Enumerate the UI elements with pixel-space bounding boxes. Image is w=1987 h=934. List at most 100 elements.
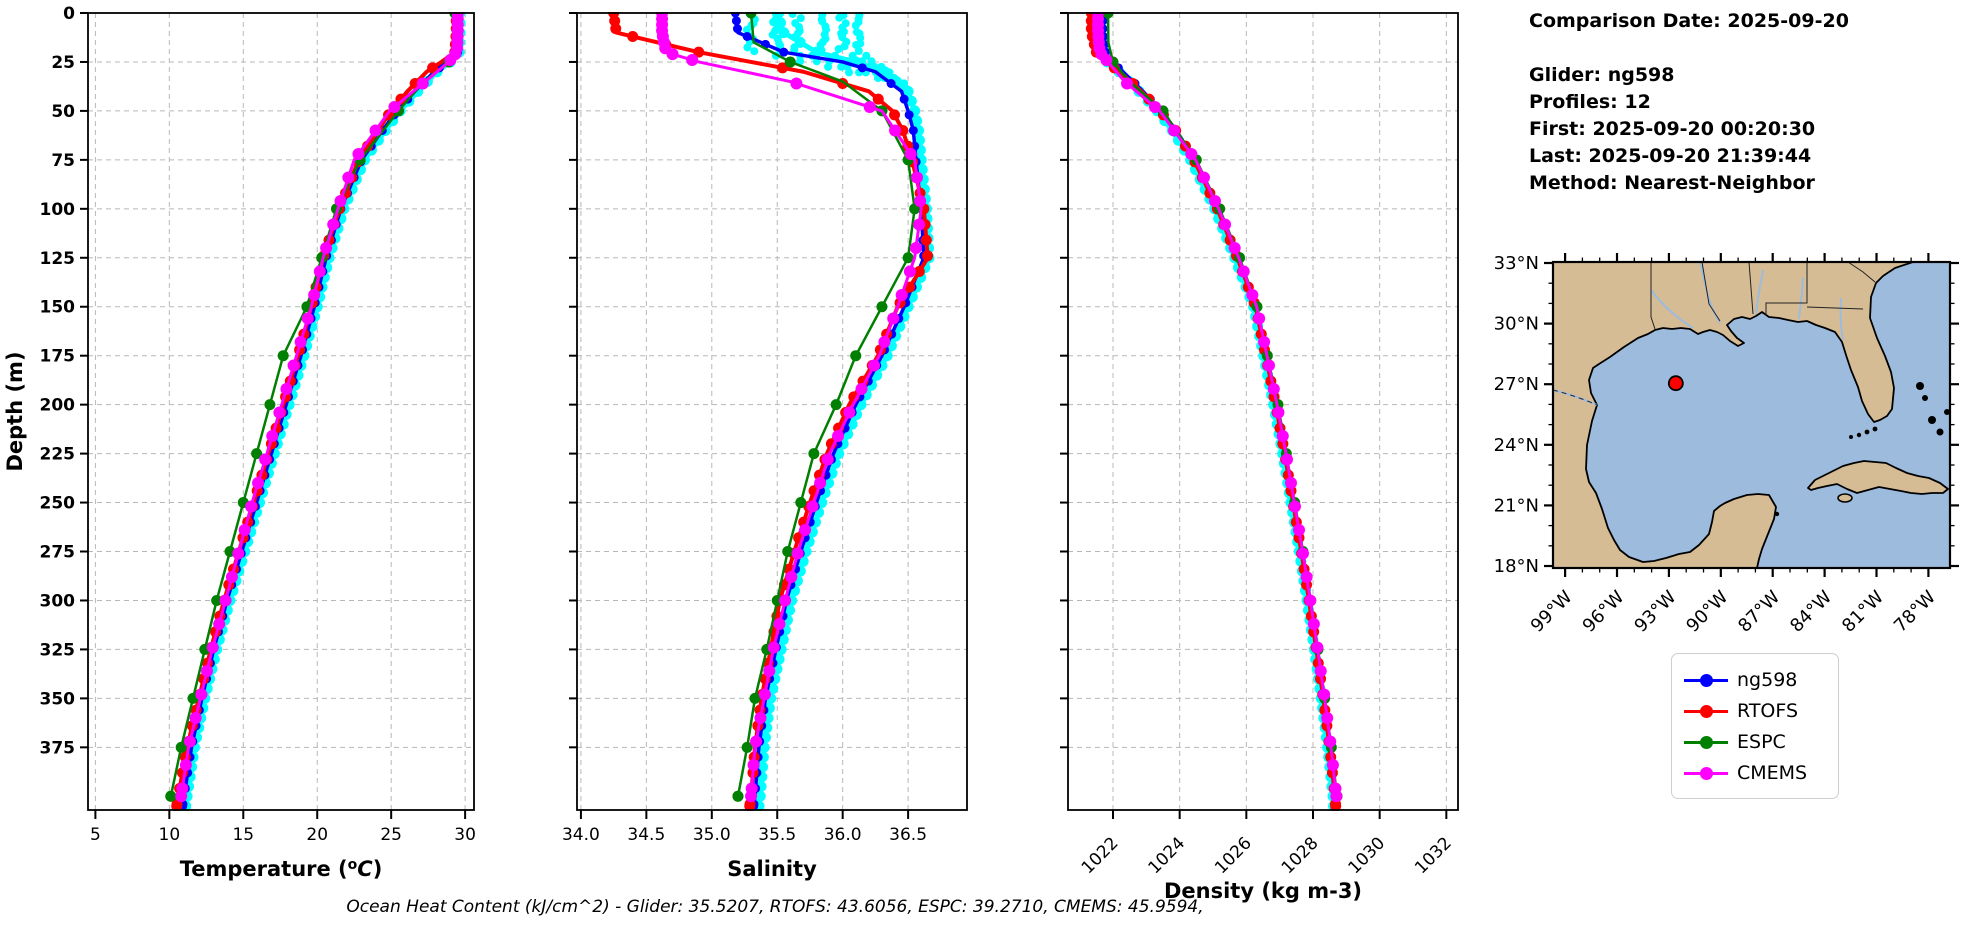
legend-marker-icon <box>1684 704 1728 718</box>
salinity-axes-frame <box>576 12 968 811</box>
map-lon-label: 93°W <box>1630 587 1680 637</box>
density-profile-chart: 1022 1024 1026 1028 1030 1032 Density (kg m-3) <box>1060 12 1459 903</box>
info-spacer <box>1529 35 1849 62</box>
salinity-series-espc <box>732 12 921 802</box>
density-xtick-label: 1026 <box>1211 833 1256 878</box>
legend-marker-icon <box>1684 766 1728 780</box>
ohc-footer-text: Ocean Heat Content (kJ/cm^2) - Glider: 3… <box>346 897 1204 917</box>
temperature-axis-title: Temperature (oC) <box>180 857 383 881</box>
temperature-axis-ticks: 5 10 15 20 25 3002550751001251501752002252502… <box>40 4 476 845</box>
density-series <box>1085 12 1343 811</box>
density-series-ng598-individual-profiles <box>1093 12 1340 811</box>
depth-tick-label: 375 <box>40 738 76 758</box>
temperature-xtick-label: 20 <box>306 825 328 845</box>
temperature-profile-chart: 5 10 15 20 25 3002550751001251501752002252502… <box>3 4 476 881</box>
salinity-axis-ticks: 34.0 34.5 35.0 35.5 36.0 36.5 <box>562 12 927 845</box>
map-frame <box>1551 260 1952 570</box>
density-xtick-label: 1028 <box>1278 833 1323 878</box>
bahamas-islands <box>1774 382 1950 517</box>
temperature-series-ng598 <box>178 12 463 811</box>
temperature-gridlines <box>88 12 474 810</box>
density-xtick-label: 1032 <box>1411 833 1456 878</box>
temperature-xtick-label: 15 <box>232 825 254 845</box>
density-axes-frame <box>1067 12 1459 811</box>
depth-tick-label: 275 <box>40 543 76 563</box>
map-lon-label: 87°W <box>1734 587 1784 637</box>
depth-tick-label: 50 <box>51 102 75 122</box>
map-lat-label: 33°N <box>1494 253 1539 274</box>
temperature-series <box>165 12 466 811</box>
density-axis-title: Density (kg m-3) <box>1164 879 1362 903</box>
legend-item: RTOFS <box>1684 695 1826 726</box>
map-lat-label: 21°N <box>1494 495 1539 516</box>
legend-marker-icon <box>1684 673 1728 687</box>
map-lat-label: 18°N <box>1494 556 1539 577</box>
salinity-xtick-label: 36.5 <box>889 825 927 845</box>
salinity-series <box>608 12 935 811</box>
map-lon-label: 90°W <box>1682 587 1732 637</box>
legend-item-label: ng598 <box>1737 668 1798 691</box>
depth-tick-label: 175 <box>40 347 76 367</box>
density-xtick-label: 1024 <box>1144 833 1189 878</box>
glider-location-marker <box>1667 375 1684 392</box>
depth-tick-label: 25 <box>51 53 75 73</box>
depth-tick-label: 125 <box>40 249 76 269</box>
density-xtick-label: 1022 <box>1078 833 1123 878</box>
legend-item: CMEMS <box>1684 757 1826 788</box>
temperature-xtick-label: 10 <box>159 825 181 845</box>
isla-juventud <box>1837 493 1853 503</box>
temperature-xtick-label: 25 <box>380 825 402 845</box>
density-xtick-label: 1030 <box>1344 833 1389 878</box>
depth-tick-label: 350 <box>40 689 76 709</box>
legend: ng598 RTOFS ESPC CMEMS <box>1671 653 1839 799</box>
temperature-axes-frame <box>87 12 475 811</box>
legend-item-label: CMEMS <box>1737 761 1808 784</box>
depth-axis-label: Depth (m) <box>3 351 27 471</box>
salinity-xtick-label: 34.5 <box>627 825 665 845</box>
cuba-coastline <box>1807 460 1949 495</box>
depth-tick-label: 150 <box>40 298 76 318</box>
profile-plots-svg: 5 10 15 20 25 3002550751001251501752002252502… <box>3 4 1459 903</box>
map-lon-label: 78°W <box>1890 587 1940 637</box>
salinity-xtick-label: 36.0 <box>824 825 862 845</box>
depth-tick-label: 300 <box>40 591 76 611</box>
legend-marker-icon <box>1684 735 1728 749</box>
density-axis-ticks: 1022 1024 1026 1028 1030 1032 <box>1060 12 1456 878</box>
depth-tick-label: 250 <box>40 494 76 514</box>
info-line: First: 2025-09-20 00:20:30 <box>1529 118 1816 140</box>
map-inner: 33°N 30°N 27°N 24°N 21°N 18°N 99°W 96°W 93°W 90°W… <box>1494 253 1959 637</box>
depth-tick-label: 0 <box>63 4 75 24</box>
density-series-ng598 <box>1098 12 1341 811</box>
map-lon-label: 81°W <box>1838 587 1888 637</box>
info-line: Profiles: 12 <box>1529 91 1651 113</box>
temperature-series-rtofs <box>171 12 462 811</box>
map-land <box>1552 261 1950 569</box>
legend-item: ng598 <box>1684 664 1826 695</box>
map-lat-label: 24°N <box>1494 435 1539 456</box>
legend-item-label: RTOFS <box>1737 699 1799 722</box>
density-series-rtofs <box>1085 12 1342 811</box>
info-line: Glider: ng598 <box>1529 64 1675 86</box>
mainland-coastline <box>1552 261 1914 569</box>
map-lon-label: 99°W <box>1527 587 1577 637</box>
density-series-cmems <box>1092 12 1343 803</box>
temperature-xtick-label: 5 <box>90 825 101 845</box>
info-line: Last: 2025-09-20 21:39:44 <box>1529 145 1812 167</box>
map-lon-label: 96°W <box>1579 587 1629 637</box>
salinity-profile-chart: 34.0 34.5 35.0 35.5 36.0 36.5 Salinity <box>562 12 968 881</box>
temperature-series-ng598-individual-profiles <box>180 12 466 811</box>
depth-tick-label: 225 <box>40 445 76 465</box>
depth-tick-label: 325 <box>40 640 76 660</box>
salinity-series-cmems <box>656 12 927 803</box>
map-lat-label: 27°N <box>1494 374 1539 395</box>
map-lat-label: 30°N <box>1494 314 1539 335</box>
legend-item: ESPC <box>1684 726 1826 757</box>
map-lon-label: 84°W <box>1786 587 1836 637</box>
temperature-series-cmems <box>175 12 464 803</box>
info-line: Comparison Date: 2025-09-20 <box>1529 10 1849 32</box>
depth-tick-label: 200 <box>40 396 76 416</box>
density-gridlines <box>1068 12 1458 810</box>
salinity-xtick-label: 35.0 <box>693 825 731 845</box>
salinity-xtick-label: 34.0 <box>562 825 600 845</box>
